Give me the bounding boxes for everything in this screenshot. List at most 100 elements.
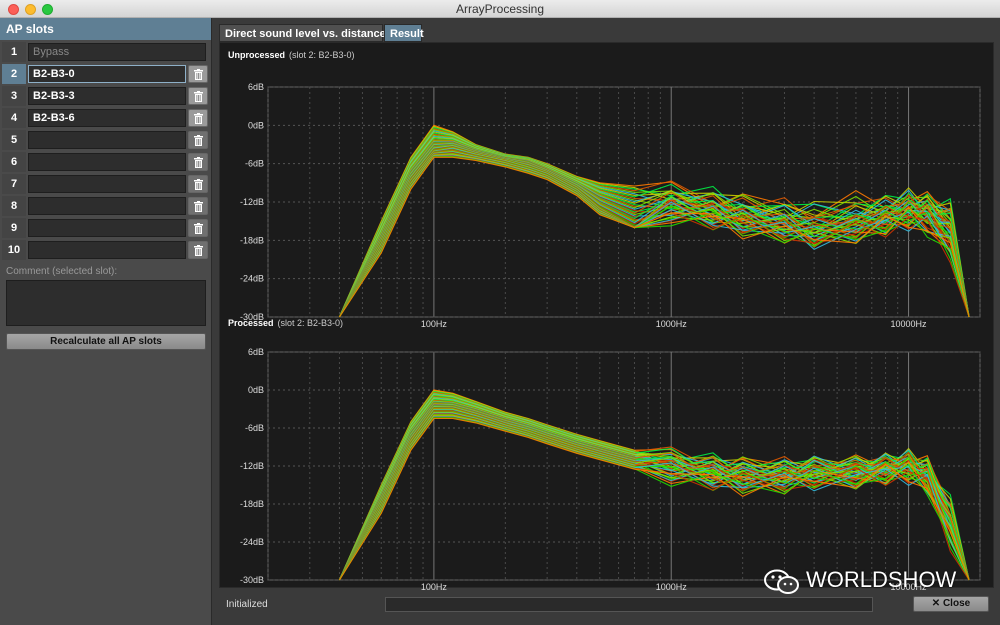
- slot-number: 10: [2, 240, 26, 260]
- slot-number: 2: [2, 64, 26, 84]
- slot-number: 8: [2, 196, 26, 216]
- frequency-response-line: [338, 139, 970, 318]
- comment-field[interactable]: [6, 280, 206, 326]
- delete-slot-button[interactable]: [188, 65, 208, 83]
- x-tick-label: 100Hz: [421, 582, 448, 590]
- slot-row[interactable]: 7: [2, 174, 208, 194]
- ap-slots-sidebar: AP slots 1 Bypass 2 B2-B3-0 3 B2-B3-3 4 B2-B3-6…: [0, 18, 212, 625]
- main-area: Direct sound level vs. distance / dB Res…: [213, 18, 1000, 625]
- frequency-response-line: [338, 156, 970, 318]
- x-tick-label: 1000Hz: [656, 319, 688, 329]
- frequency-response-line: [338, 128, 970, 318]
- trash-icon: [194, 201, 203, 212]
- slot-name-field[interactable]: Bypass: [28, 43, 206, 61]
- slot-number: 1: [2, 42, 26, 62]
- y-tick-label: -6dB: [245, 423, 264, 433]
- slot-row[interactable]: 6: [2, 152, 208, 172]
- delete-slot-button[interactable]: [188, 197, 208, 215]
- slot-name-field[interactable]: [28, 241, 186, 259]
- y-tick-label: -24dB: [240, 274, 264, 284]
- window-minimize-button[interactable]: [25, 4, 36, 15]
- watermark-text: WORLDSHOW: [806, 567, 957, 592]
- y-tick-label: -30dB: [240, 312, 264, 322]
- frequency-response-line: [338, 131, 970, 318]
- window-maximize-button[interactable]: [42, 4, 53, 15]
- delete-slot-button[interactable]: [188, 109, 208, 127]
- trash-icon: [194, 245, 203, 256]
- frequency-response-line: [338, 132, 970, 318]
- result-panel: Unprocessed (slot 2: B2-B3-0) 6dB 0dB -6dB -…: [219, 42, 994, 590]
- slot-row[interactable]: 9: [2, 218, 208, 238]
- slot-number: 5: [2, 130, 26, 150]
- slot-name-field[interactable]: [28, 153, 186, 171]
- slot-row[interactable]: 5: [2, 130, 208, 150]
- frequency-response-line: [338, 126, 970, 318]
- slot-row[interactable]: 10: [2, 240, 208, 260]
- trash-icon: [194, 135, 203, 146]
- slot-number: 3: [2, 86, 26, 106]
- y-tick-label: 0dB: [248, 120, 264, 130]
- window-close-button[interactable]: [8, 4, 19, 15]
- slot-number: 7: [2, 174, 26, 194]
- slot-name-field[interactable]: B2-B3-0: [28, 65, 186, 83]
- close-button[interactable]: ✕ Close: [913, 596, 989, 612]
- trash-icon: [194, 69, 203, 80]
- y-tick-label: 6dB: [248, 82, 264, 92]
- y-tick-label: -30dB: [240, 575, 264, 585]
- status-label: Initialized: [226, 599, 268, 610]
- window-title: ArrayProcessing: [455, 2, 545, 16]
- tab-result[interactable]: Result: [384, 24, 424, 42]
- delete-slot-button[interactable]: [188, 241, 208, 259]
- sidebar-header: AP slots: [0, 18, 211, 40]
- y-tick-label: -12dB: [240, 197, 264, 207]
- slot-name-field[interactable]: [28, 131, 186, 149]
- frequency-response-line: [338, 137, 970, 318]
- y-tick-label: -6dB: [245, 159, 264, 169]
- y-tick-label: -24dB: [240, 537, 264, 547]
- delete-slot-button[interactable]: [188, 153, 208, 171]
- frequency-response-line: [338, 124, 970, 318]
- x-tick-label: 10000Hz: [891, 582, 928, 590]
- trash-icon: [194, 113, 203, 124]
- unprocessed-chart: 6dB 0dB -6dB -12dB -18dB -24dB -30dB 100Hz 1000H…: [240, 82, 981, 329]
- processed-chart: 6dB 0dB -6dB -12dB -18dB -24dB -30dB 100Hz 1000H…: [240, 347, 981, 590]
- delete-slot-button[interactable]: [188, 219, 208, 237]
- x-tick-label: 1000Hz: [656, 582, 688, 590]
- recalculate-button[interactable]: Recalculate all AP slots: [6, 333, 206, 350]
- slot-name-field[interactable]: B2-B3-6: [28, 109, 186, 127]
- slot-row[interactable]: 4 B2-B3-6: [2, 108, 208, 128]
- window-titlebar: ArrayProcessing: [0, 0, 1000, 18]
- slot-name-field[interactable]: [28, 219, 186, 237]
- slot-name-field[interactable]: [28, 175, 186, 193]
- slot-number: 6: [2, 152, 26, 172]
- x-tick-label: 10000Hz: [891, 319, 928, 329]
- slot-row[interactable]: 1 Bypass: [2, 42, 208, 62]
- trash-icon: [194, 179, 203, 190]
- wechat-icon: [764, 569, 799, 594]
- y-tick-label: 6dB: [248, 347, 264, 357]
- y-tick-label: -18dB: [240, 499, 264, 509]
- delete-slot-button[interactable]: [188, 175, 208, 193]
- delete-slot-button[interactable]: [188, 87, 208, 105]
- slot-number: 4: [2, 108, 26, 128]
- y-tick-label: -12dB: [240, 461, 264, 471]
- slot-name-field[interactable]: [28, 197, 186, 215]
- y-tick-label: -18dB: [240, 235, 264, 245]
- tab-direct-sound-level[interactable]: Direct sound level vs. distance / dB: [219, 24, 410, 42]
- slot-row[interactable]: 8: [2, 196, 208, 216]
- frequency-response-line: [338, 135, 970, 318]
- slot-name-field[interactable]: B2-B3-3: [28, 87, 186, 105]
- unprocessed-plot-title: Unprocessed (slot 2: B2-B3-0): [228, 50, 355, 60]
- delete-slot-button[interactable]: [188, 131, 208, 149]
- slot-row[interactable]: 3 B2-B3-3: [2, 86, 208, 106]
- y-tick-label: 0dB: [248, 385, 264, 395]
- frequency-response-line: [338, 417, 970, 581]
- x-tick-label: 100Hz: [421, 319, 448, 329]
- progress-bar: [385, 597, 873, 612]
- processed-plot-title: Processed (slot 2: B2-B3-0): [228, 318, 344, 328]
- slot-number: 9: [2, 218, 26, 238]
- slot-row[interactable]: 2 B2-B3-0: [2, 64, 208, 84]
- comment-label: Comment (selected slot):: [6, 266, 118, 277]
- trash-icon: [194, 91, 203, 102]
- trash-icon: [194, 157, 203, 168]
